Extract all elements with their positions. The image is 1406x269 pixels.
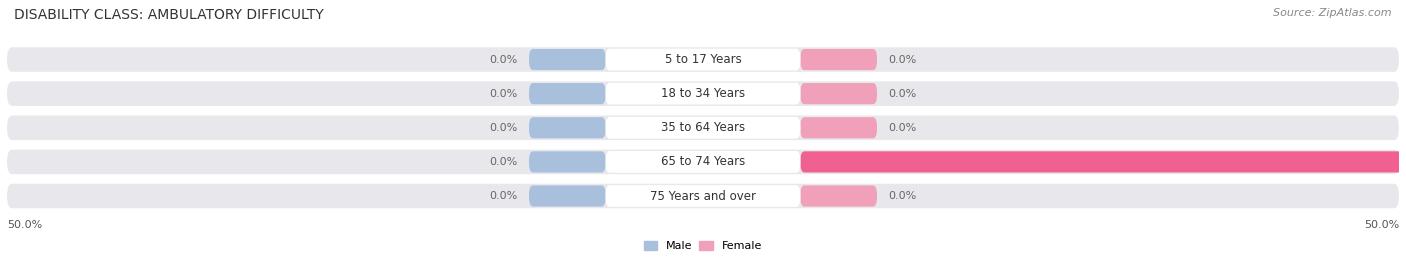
- Text: 0.0%: 0.0%: [889, 55, 917, 65]
- Text: 0.0%: 0.0%: [889, 191, 917, 201]
- FancyBboxPatch shape: [606, 151, 800, 173]
- Text: 75 Years and over: 75 Years and over: [650, 190, 756, 203]
- FancyBboxPatch shape: [529, 151, 606, 172]
- FancyBboxPatch shape: [7, 115, 1399, 140]
- Text: 0.0%: 0.0%: [889, 123, 917, 133]
- Text: 35 to 64 Years: 35 to 64 Years: [661, 121, 745, 134]
- Text: 18 to 34 Years: 18 to 34 Years: [661, 87, 745, 100]
- FancyBboxPatch shape: [529, 83, 606, 104]
- Text: 5 to 17 Years: 5 to 17 Years: [665, 53, 741, 66]
- FancyBboxPatch shape: [800, 49, 877, 70]
- FancyBboxPatch shape: [800, 151, 1406, 172]
- Text: DISABILITY CLASS: AMBULATORY DIFFICULTY: DISABILITY CLASS: AMBULATORY DIFFICULTY: [14, 8, 323, 22]
- Text: 0.0%: 0.0%: [489, 55, 517, 65]
- FancyBboxPatch shape: [800, 185, 877, 207]
- Text: 65 to 74 Years: 65 to 74 Years: [661, 155, 745, 168]
- Text: 50.0%: 50.0%: [7, 220, 42, 230]
- FancyBboxPatch shape: [529, 185, 606, 207]
- Text: 0.0%: 0.0%: [489, 123, 517, 133]
- FancyBboxPatch shape: [606, 117, 800, 139]
- FancyBboxPatch shape: [606, 49, 800, 70]
- FancyBboxPatch shape: [800, 83, 877, 104]
- FancyBboxPatch shape: [800, 117, 877, 138]
- Text: Source: ZipAtlas.com: Source: ZipAtlas.com: [1274, 8, 1392, 18]
- Text: 0.0%: 0.0%: [889, 89, 917, 99]
- FancyBboxPatch shape: [529, 49, 606, 70]
- FancyBboxPatch shape: [606, 83, 800, 105]
- FancyBboxPatch shape: [7, 184, 1399, 208]
- Text: 0.0%: 0.0%: [489, 89, 517, 99]
- FancyBboxPatch shape: [7, 150, 1399, 174]
- Text: 0.0%: 0.0%: [489, 157, 517, 167]
- FancyBboxPatch shape: [7, 81, 1399, 106]
- Text: 0.0%: 0.0%: [489, 191, 517, 201]
- FancyBboxPatch shape: [606, 185, 800, 207]
- FancyBboxPatch shape: [7, 47, 1399, 72]
- Legend: Male, Female: Male, Female: [640, 236, 766, 256]
- FancyBboxPatch shape: [529, 117, 606, 138]
- Text: 50.0%: 50.0%: [1364, 220, 1399, 230]
